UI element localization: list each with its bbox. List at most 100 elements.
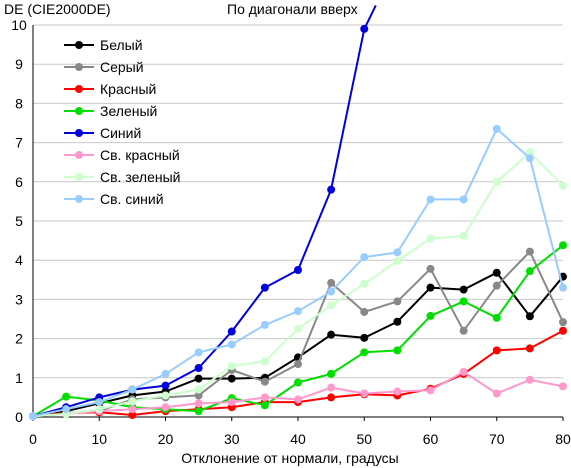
legend-swatch-marker [75, 41, 83, 49]
data-point [327, 369, 336, 378]
data-point [459, 326, 468, 335]
data-point [525, 267, 534, 276]
data-point [393, 387, 402, 396]
data-point [227, 362, 236, 371]
legend-swatch-marker [75, 195, 83, 203]
data-point [294, 266, 302, 274]
data-point [426, 386, 435, 395]
legend-swatch-marker [75, 129, 83, 137]
data-point [161, 391, 170, 400]
data-point [260, 357, 269, 366]
data-point [62, 392, 71, 401]
data-point [194, 399, 203, 408]
y-tick-label: 7 [15, 135, 23, 151]
data-point [459, 297, 468, 306]
data-point [393, 256, 402, 265]
data-point [492, 389, 501, 398]
data-point [559, 283, 567, 292]
y-tick-label: 2 [15, 331, 23, 347]
data-point [194, 407, 203, 416]
series-8 [29, 124, 567, 421]
y-tick-label: 10 [11, 17, 27, 33]
data-point [492, 177, 501, 186]
data-point [525, 375, 534, 384]
data-point [260, 320, 269, 329]
data-point [459, 285, 468, 294]
legend-label: Красный [100, 81, 156, 97]
series-7 [29, 148, 567, 421]
legend-item: Св. зеленый [64, 169, 180, 185]
data-point [525, 247, 534, 256]
data-point [161, 403, 170, 412]
data-point [194, 385, 203, 394]
data-point [294, 307, 302, 316]
data-point [426, 264, 435, 273]
data-point [327, 185, 336, 194]
data-point [525, 312, 534, 321]
data-point [128, 385, 137, 394]
series-line [32, 4, 377, 418]
x-tick-label: 80 [555, 431, 571, 447]
legend-label: Синий [100, 125, 141, 141]
data-point [492, 281, 501, 290]
x-tick-label: 10 [91, 431, 107, 447]
data-point [294, 395, 302, 404]
data-point [559, 326, 567, 335]
data-point [294, 378, 302, 387]
data-point [260, 393, 269, 402]
legend-label: Зеленый [100, 103, 157, 119]
data-point [95, 405, 104, 414]
data-point [327, 287, 336, 296]
legend-swatch-marker [75, 173, 83, 181]
data-point [95, 398, 104, 407]
y-tick-label: 3 [15, 291, 23, 307]
legend-item: Св. синий [64, 191, 164, 207]
data-point [492, 124, 501, 133]
legend-item: Серый [64, 59, 144, 75]
data-point [360, 307, 369, 316]
legend-swatch-marker [75, 85, 83, 93]
data-point [393, 317, 402, 326]
x-axis-title: Отклонение от нормали, градусы [181, 450, 398, 466]
legend-label: Св. зеленый [100, 169, 180, 185]
data-point [294, 324, 302, 333]
data-point [227, 374, 236, 383]
data-point [459, 195, 468, 204]
data-point [327, 301, 336, 310]
chart-title: По диагонали вверх [227, 1, 358, 17]
data-point [525, 344, 534, 353]
x-tick-label: 30 [224, 431, 240, 447]
data-point [260, 377, 269, 386]
y-tick-label: 0 [15, 409, 23, 425]
y-tick-label: 9 [15, 56, 23, 72]
data-point [360, 333, 369, 342]
data-point [327, 393, 336, 402]
data-point [128, 405, 137, 414]
y-tick-label: 4 [15, 252, 23, 268]
legend: Белый Серый Красный Зеленый Синий Св. красный… [64, 37, 180, 207]
legend-label: Св. красный [100, 147, 180, 163]
legend-swatch-marker [75, 151, 83, 159]
data-point [327, 330, 336, 339]
legend-item: Красный [64, 81, 156, 97]
x-tick-labels: 0 10 20 30 40 50 60 70 80 [29, 417, 571, 447]
data-point [327, 278, 336, 287]
legend-item: Зеленый [64, 103, 157, 119]
data-point [194, 391, 203, 400]
data-point [559, 241, 567, 250]
data-point [161, 381, 170, 390]
x-tick-label: 20 [158, 431, 174, 447]
y-axis-title: DE (CIE2000DE) [4, 1, 111, 17]
data-point [525, 154, 534, 163]
data-point [426, 311, 435, 320]
y-tick-label: 6 [15, 174, 23, 190]
data-point [393, 346, 402, 355]
x-tick-label: 0 [29, 431, 37, 447]
data-point [194, 348, 203, 357]
legend-item: Синий [64, 125, 141, 141]
data-point [559, 382, 567, 391]
legend-item: Св. красный [64, 147, 180, 163]
data-point [128, 397, 137, 406]
legend-swatch-marker [75, 63, 83, 71]
